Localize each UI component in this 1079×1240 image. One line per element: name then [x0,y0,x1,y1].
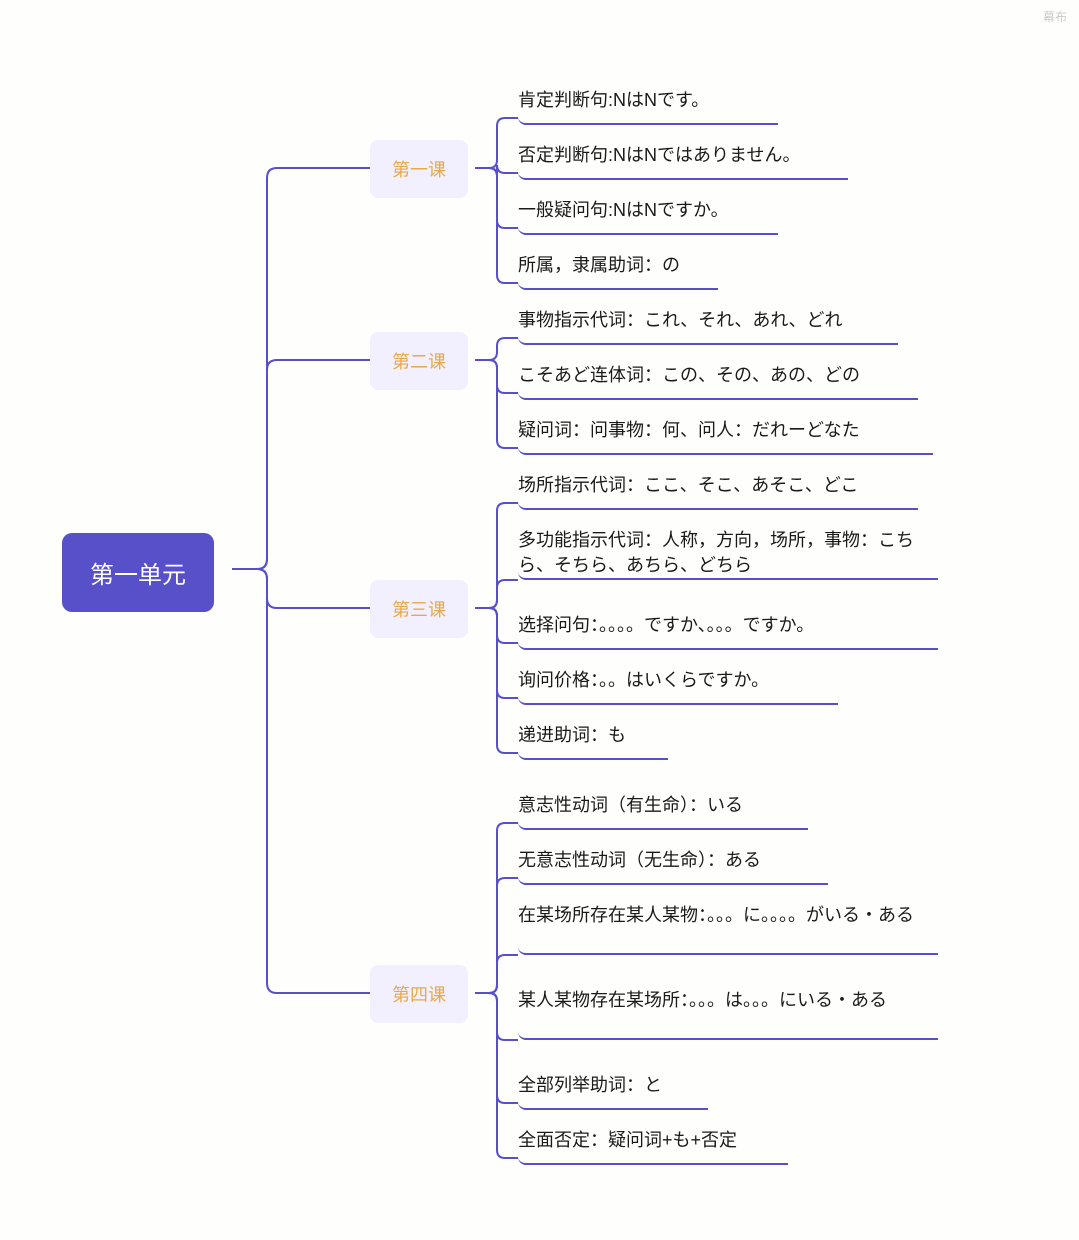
leaf-node: 意志性动词（有生命）：いる [518,785,808,830]
leaf-node: 否定判断句:NはNではありません。 [518,135,848,180]
leaf-node: 某人某物存在某场所：。。。は。。。にいる・ある [518,980,938,1040]
leaf-node: 选择问句：。。。。ですか、。。。ですか。 [518,605,938,650]
leaf-node: 肯定判断句:NはNです。 [518,80,778,125]
root-node[interactable]: 第一单元 [62,533,214,612]
branch-node-4[interactable]: 第四课 [370,965,468,1023]
branch-node-1[interactable]: 第一课 [370,140,468,198]
leaf-node: 一般疑问句:NはNですか。 [518,190,778,235]
leaf-node: 无意志性动词（无生命）：ある [518,840,828,885]
leaf-node: こそあど连体词：この、その、あの、どの [518,355,918,400]
leaf-node: 疑问词：问事物：何、问人：だれーどなた [518,410,933,455]
leaf-node: 所属，隶属助词：の [518,245,718,290]
leaf-node: 询问价格：。。はいくらですか。 [518,660,838,705]
leaf-node: 场所指示代词：ここ、そこ、あそこ、どこ [518,465,918,510]
leaf-node: 全面否定：疑问词+も+否定 [518,1120,788,1165]
leaf-node: 全部列举助词：と [518,1065,708,1110]
leaf-node: 递进助词：も [518,715,668,760]
branch-node-3[interactable]: 第三课 [370,580,468,638]
mindmap-container: 第一单元 第一课 肯定判断句:NはNです。否定判断句:NはNではありません。一般疑问… [0,0,1079,1240]
leaf-node: 多功能指示代词：人称，方向，场所，事物：こちら、そちら、あちら、どちら [518,520,938,580]
branch-node-2[interactable]: 第二课 [370,332,468,390]
leaf-node: 事物指示代词：これ、それ、あれ、どれ [518,300,898,345]
leaf-node: 在某场所存在某人某物：。。。に。。。。がいる・ある [518,895,938,955]
